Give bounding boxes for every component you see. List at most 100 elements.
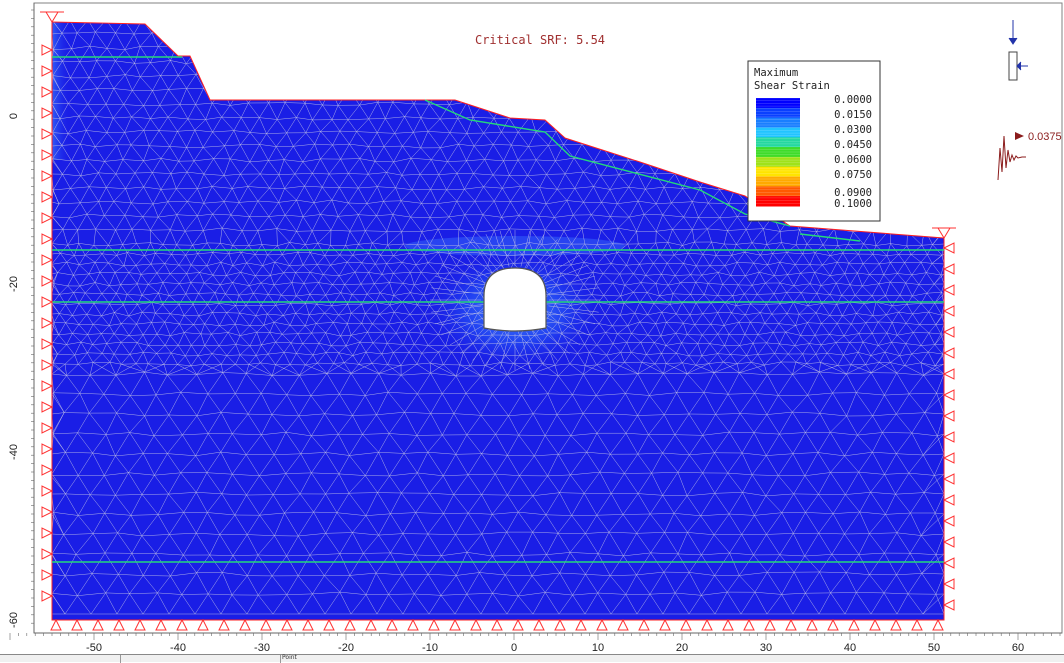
support-left xyxy=(41,464,54,476)
arrow-right-icon xyxy=(1015,132,1024,140)
support-bottom xyxy=(323,618,335,631)
support-bottom xyxy=(218,618,230,631)
tunnel-excavation xyxy=(483,267,547,332)
mesh-edges-tunnel xyxy=(430,230,600,370)
x-tick-label: 20 xyxy=(676,642,688,654)
legend-swatch xyxy=(756,196,800,207)
legend-swatch xyxy=(756,117,800,128)
x-tick-label: 10 xyxy=(592,642,604,654)
support-bottom xyxy=(680,618,692,631)
support-left xyxy=(41,485,54,497)
y-tick-label: -40 xyxy=(8,444,20,460)
support-bottom xyxy=(92,618,104,631)
support-bottom xyxy=(743,618,755,631)
support-right xyxy=(942,515,955,527)
support-bottom xyxy=(764,618,776,631)
legend-color-bar xyxy=(756,97,800,207)
support-left xyxy=(41,86,54,98)
legend-swatch xyxy=(756,186,800,197)
legend-values: 0.0000 0.0150 0.0300 0.0450 0.0600 0.075… xyxy=(834,94,872,210)
support-bottom xyxy=(638,618,650,631)
legend-swatch xyxy=(756,156,800,168)
support-bottom xyxy=(617,618,629,631)
support-right xyxy=(942,557,955,569)
support-bottom xyxy=(344,618,356,631)
support-bottom xyxy=(470,618,482,631)
support-left xyxy=(41,317,54,329)
support-bottom xyxy=(449,618,461,631)
boundary-supports xyxy=(40,11,956,631)
support-bottom xyxy=(239,618,251,631)
legend-swatch xyxy=(756,147,800,158)
strain-legend[interactable]: Maximum Shear Strain 0.0000 0.0150 0.030… xyxy=(747,60,881,222)
support-bottom xyxy=(491,618,503,631)
support-left xyxy=(41,422,54,434)
support-left xyxy=(41,296,54,308)
support-right xyxy=(942,452,955,464)
legend-value: 0.0450 xyxy=(834,139,872,151)
support-left xyxy=(41,128,54,140)
support-right xyxy=(942,347,955,359)
legend-value: 0.0600 xyxy=(834,154,872,166)
support-right xyxy=(942,473,955,485)
legend-swatch xyxy=(756,107,800,119)
support-bottom xyxy=(176,618,188,631)
support-right xyxy=(942,599,955,611)
status-bar: Point xyxy=(0,654,1064,663)
legend-value: 0.0000 xyxy=(834,94,872,106)
support-right xyxy=(942,305,955,317)
support-bottom xyxy=(365,618,377,631)
support-left xyxy=(41,170,54,182)
support-bottom xyxy=(722,618,734,631)
support-left xyxy=(41,233,54,245)
boundary-slope-toe xyxy=(799,233,861,242)
support-bottom xyxy=(785,618,797,631)
support-bottom xyxy=(197,618,209,631)
support-bottom xyxy=(554,618,566,631)
support-bottom xyxy=(806,618,818,631)
support-left xyxy=(41,44,54,56)
support-right xyxy=(942,578,955,590)
support-left xyxy=(41,569,54,581)
support-right xyxy=(942,410,955,422)
support-bottom xyxy=(911,618,923,631)
support-bottom xyxy=(134,618,146,631)
x-tick-label: 50 xyxy=(928,642,940,654)
legend-swatch xyxy=(756,166,800,178)
x-axis: -50 -40 -30 -20 -10 0 10 20 30 40 50 60 xyxy=(9,632,1062,654)
legend-swatch xyxy=(756,127,800,138)
support-bottom xyxy=(869,618,881,631)
x-tick-label: -40 xyxy=(170,642,186,654)
support-bottom xyxy=(71,618,83,631)
support-corner xyxy=(45,11,59,23)
support-right xyxy=(942,431,955,443)
x-tick-label: 40 xyxy=(844,642,856,654)
ground-surface xyxy=(51,21,945,239)
support-left xyxy=(41,149,54,161)
seismic-coefficient: 0.0375 xyxy=(1028,131,1062,143)
x-tick-label: -10 xyxy=(422,642,438,654)
support-right xyxy=(942,242,955,254)
support-left xyxy=(41,590,54,602)
legend-swatch xyxy=(756,98,800,109)
support-bottom xyxy=(50,618,62,631)
support-left xyxy=(41,65,54,77)
status-text: Point xyxy=(282,654,297,661)
support-left xyxy=(41,527,54,539)
support-left xyxy=(41,254,54,266)
support-bottom xyxy=(659,618,671,631)
support-right xyxy=(942,494,955,506)
support-bottom xyxy=(848,618,860,631)
support-left xyxy=(41,338,54,350)
x-tick-label: 0 xyxy=(511,642,517,654)
support-bottom xyxy=(596,618,608,631)
support-bottom xyxy=(428,618,440,631)
critical-srf-label: Critical SRF: 5.54 xyxy=(475,33,605,47)
support-bottom xyxy=(281,618,293,631)
support-left xyxy=(41,548,54,560)
support-right xyxy=(942,536,955,548)
support-corner xyxy=(937,227,951,239)
model-outline xyxy=(51,22,945,621)
support-left xyxy=(41,506,54,518)
